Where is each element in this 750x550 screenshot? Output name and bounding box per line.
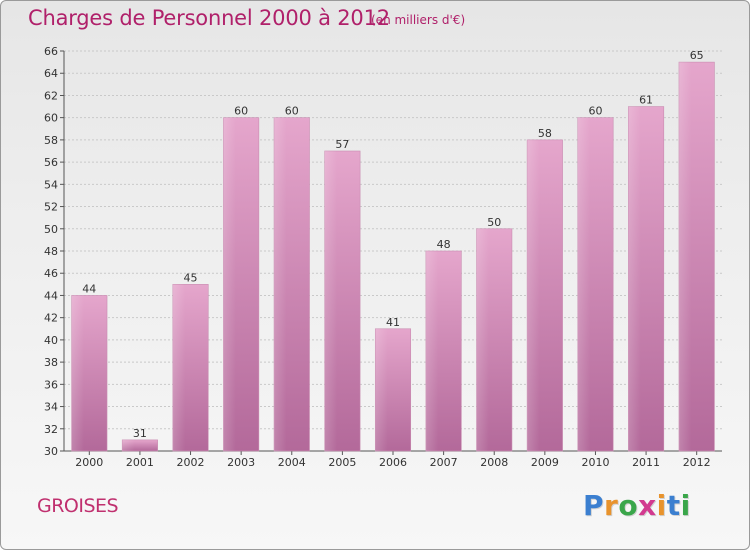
x-tick-label-2003: 2003 [227,456,255,469]
bar-highlight [527,139,540,451]
bar-highlight [274,117,287,452]
y-tick-label: 66 [44,45,58,58]
logo-letter: P [583,489,605,522]
axes: 30 32 34 36 38 40 42 44 46 48 50 52 54 56 58 60 62 64 66 20… [44,45,722,469]
logo-letter: x [638,489,657,522]
bar-highlight [223,117,236,452]
x-tick-label-2008: 2008 [480,456,508,469]
value-label-2007: 48 [437,238,451,251]
value-label-2004: 60 [285,105,299,118]
y-tick-label: 36 [44,378,58,391]
value-labels: 44 31 45 60 60 57 41 48 50 58 60 61 65 [82,49,703,440]
bar-highlight [628,106,641,452]
y-tick-label: 58 [44,134,58,147]
y-tick-label: 38 [44,356,58,369]
chart-title: Charges de Personnel 2000 à 2012 [28,6,390,30]
x-tick-label-2012: 2012 [683,456,711,469]
x-tick-label-2009: 2009 [531,456,559,469]
value-label-2009: 58 [538,127,552,140]
x-tick-label-2011: 2011 [632,456,660,469]
bar-highlight [476,228,489,451]
chart-subtitle: (en milliers d'€) [371,13,466,27]
logo-letter: i [680,489,691,522]
logo-letter: r [604,489,619,522]
y-tick-label: 32 [44,423,58,436]
bar-highlight [375,328,388,451]
value-label-2005: 57 [335,138,349,151]
y-tick-label: 54 [44,178,58,191]
value-label-2001: 31 [133,427,147,440]
y-tick-label: 64 [44,67,58,80]
x-tick-label-2007: 2007 [430,456,458,469]
value-label-2012: 65 [690,49,704,62]
x-tick-label-2004: 2004 [278,456,306,469]
y-tick-label: 34 [44,401,58,414]
bar-highlight [425,251,439,451]
value-label-2008: 50 [487,216,501,229]
value-label-2011: 61 [639,94,653,107]
logo-letter: i [656,489,667,522]
x-tick-label-2000: 2000 [75,456,103,469]
bar-highlight [172,284,186,451]
bar-highlight [324,151,338,451]
bar-highlight [71,295,84,451]
y-tick-label: 44 [44,289,58,302]
x-tick-label-2006: 2006 [379,456,407,469]
bar-highlight [678,62,692,451]
y-tick-label: 56 [44,156,58,169]
y-tick-label: 46 [44,267,58,280]
y-tick-label: 42 [44,312,58,325]
y-tick-label: 40 [44,334,58,347]
bars [71,61,715,452]
logo-letter: t [666,489,681,522]
bar-highlight [122,439,135,451]
x-tick-label-2001: 2001 [126,456,154,469]
commune-name: GROISES [37,495,119,517]
x-tick-label-2002: 2002 [177,456,205,469]
y-tick-label: 52 [44,201,58,214]
y-tick-label: 60 [44,112,58,125]
value-label-2002: 45 [184,271,198,284]
value-label-2000: 44 [82,282,96,295]
bar-highlight [577,117,591,452]
logo-letter: o [618,489,639,522]
value-label-2003: 60 [234,105,248,118]
value-label-2006: 41 [386,316,400,329]
x-tick-label-2005: 2005 [328,456,356,469]
y-tick-label: 48 [44,245,58,258]
y-tick-label: 50 [44,223,58,236]
y-tick-label: 30 [44,445,58,458]
proxiti-logo[interactable]: Proxiti [583,489,691,522]
value-label-2010: 60 [588,105,602,118]
y-tick-label: 62 [44,89,58,102]
x-tick-label-2010: 2010 [581,456,609,469]
